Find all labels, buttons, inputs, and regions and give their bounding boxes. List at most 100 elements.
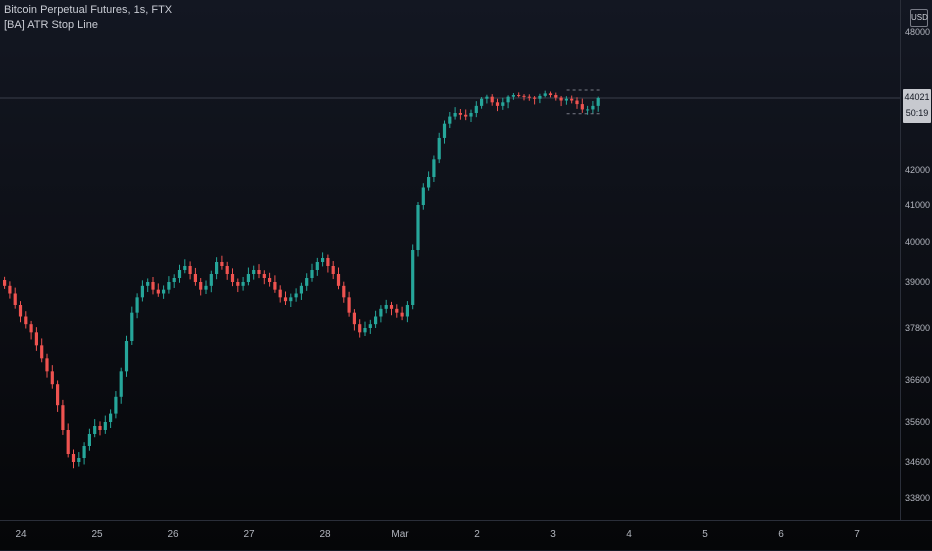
candle-body	[257, 270, 261, 274]
candle-body	[548, 93, 553, 96]
currency-label[interactable]: USD	[910, 9, 928, 27]
candle-body	[580, 104, 584, 110]
candle-body	[395, 308, 399, 313]
indicator-title[interactable]: [BA] ATR Stop Line	[4, 19, 98, 31]
candle-body	[40, 345, 44, 359]
candle-body	[533, 97, 537, 99]
candle-body	[543, 93, 547, 96]
candle-body	[363, 328, 367, 333]
time-tick: 5	[702, 529, 708, 540]
last-price-label: 44021 50:19	[903, 89, 931, 123]
candle-body	[368, 324, 372, 328]
price-tick: 48000	[904, 27, 930, 37]
candle-body	[474, 105, 478, 113]
candle-body	[347, 297, 351, 313]
price-tick: 42000	[904, 165, 930, 175]
time-tick: 25	[91, 529, 103, 540]
candle-body	[342, 285, 346, 298]
candle-body	[305, 278, 309, 286]
candle-body	[352, 312, 356, 325]
candle-body	[66, 430, 70, 454]
candle-body	[506, 96, 510, 103]
candle-body	[268, 278, 272, 282]
candle-body	[432, 159, 436, 177]
candle-body	[411, 250, 415, 305]
candle-body	[331, 266, 335, 274]
candle-body	[140, 285, 144, 298]
candle-body	[124, 341, 129, 372]
candle-body	[495, 102, 500, 106]
time-tick: 28	[319, 529, 331, 540]
chart-area[interactable]: Bitcoin Perpetual Futures, 1s, FTX [BA] …	[0, 0, 900, 520]
symbol-title[interactable]: Bitcoin Perpetual Futures, 1s, FTX	[4, 4, 173, 16]
candle-body	[538, 95, 542, 99]
candle-body	[236, 282, 240, 286]
candle-body	[278, 289, 282, 298]
candle-body	[56, 384, 60, 406]
price-tick: 34600	[904, 457, 930, 467]
candle-body	[310, 270, 314, 278]
price-tick: 35600	[904, 417, 930, 427]
candle-body	[183, 266, 187, 270]
last-price: 44021	[904, 92, 930, 102]
time-axis[interactable]: 24 25 26 27 28 Mar 2 3 4 5 6 7	[0, 520, 932, 551]
candle-body	[151, 282, 155, 290]
time-tick: 4	[626, 529, 632, 540]
candle-body	[501, 102, 505, 106]
candle-body	[480, 98, 484, 106]
candle-body	[215, 262, 219, 274]
price-axis[interactable]: 48000 42000 41000 40000 39000 37800 36600 35600…	[900, 0, 932, 520]
candle-body	[405, 305, 409, 317]
candlestick-chart[interactable]	[0, 0, 900, 520]
candle-body	[34, 332, 38, 346]
candle-body	[162, 289, 166, 294]
candle-body	[458, 112, 462, 115]
time-tick: 7	[854, 529, 860, 540]
candle-body	[490, 96, 494, 103]
candle-body	[252, 270, 256, 274]
candle-body	[246, 274, 250, 282]
candle-body	[554, 95, 558, 98]
time-tick: 6	[778, 529, 784, 540]
candle-body	[289, 297, 293, 302]
candle-body	[172, 278, 176, 282]
candle-body	[326, 258, 330, 266]
candle-body	[596, 98, 600, 106]
candle-body	[511, 95, 515, 97]
candle-body	[199, 282, 203, 290]
candle-body	[358, 324, 362, 333]
candle-body	[374, 316, 378, 325]
price-tick: 41000	[904, 200, 930, 210]
candle-body	[18, 305, 23, 317]
price-tick: 40000	[904, 237, 930, 247]
candle-body	[400, 312, 404, 317]
candle-body	[336, 274, 341, 286]
candle-body	[146, 282, 150, 286]
candle-body	[294, 293, 298, 298]
candle-body	[109, 413, 113, 422]
candle-body	[570, 98, 574, 101]
candle-body	[416, 205, 420, 250]
candle-body	[559, 97, 563, 101]
candle-body	[427, 177, 431, 188]
candle-body	[135, 297, 139, 313]
candle-body	[564, 98, 568, 101]
candle-body	[448, 116, 452, 124]
candle-body	[24, 316, 28, 325]
candle-body	[315, 262, 319, 270]
candle-body	[8, 285, 12, 294]
candle-body	[45, 358, 49, 372]
price-tick: 33800	[904, 493, 930, 503]
candle-body	[262, 274, 266, 278]
candle-body	[591, 105, 595, 110]
candle-body	[586, 109, 590, 111]
bar-countdown: 50:19	[905, 108, 929, 118]
candle-body	[230, 274, 235, 282]
candle-body	[384, 305, 388, 309]
candle-body	[50, 371, 54, 385]
candle-body	[389, 305, 394, 309]
candle-body	[103, 422, 107, 430]
candle-body	[464, 114, 468, 117]
candle-body	[29, 324, 33, 333]
candle-body	[188, 266, 192, 274]
